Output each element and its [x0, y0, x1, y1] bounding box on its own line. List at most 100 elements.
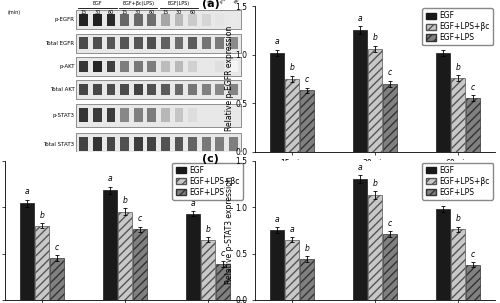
Bar — [174, 14, 184, 25]
Bar — [216, 61, 224, 72]
Bar — [106, 84, 116, 95]
Bar — [134, 137, 142, 151]
Text: c: c — [55, 243, 60, 252]
Text: Total AKT: Total AKT — [50, 87, 74, 92]
Text: c: c — [388, 219, 392, 228]
Text: 60: 60 — [108, 10, 114, 15]
Bar — [202, 84, 210, 95]
Bar — [148, 84, 156, 95]
Bar — [118, 212, 132, 300]
Text: 60: 60 — [190, 10, 196, 15]
Bar — [161, 108, 170, 122]
Bar — [120, 61, 129, 72]
Text: c: c — [220, 249, 225, 258]
Text: Total EGFR: Total EGFR — [46, 41, 74, 46]
Bar — [161, 137, 170, 151]
Bar — [202, 61, 210, 72]
Bar — [148, 61, 156, 72]
Bar — [120, 108, 129, 122]
Bar — [93, 84, 102, 95]
Bar — [201, 240, 214, 300]
Text: b: b — [304, 244, 310, 253]
Bar — [93, 61, 102, 72]
Text: Control: Control — [206, 0, 220, 5]
Bar — [174, 84, 184, 95]
Bar — [148, 14, 156, 25]
Bar — [50, 258, 64, 300]
Text: b: b — [290, 63, 294, 72]
Y-axis label: Relative p-STAT3 expression: Relative p-STAT3 expression — [225, 176, 234, 284]
Bar — [188, 14, 197, 25]
Bar — [134, 38, 142, 49]
Bar — [106, 38, 116, 49]
Bar — [229, 14, 238, 25]
Bar — [229, 61, 238, 72]
Bar — [300, 259, 314, 300]
Bar — [106, 137, 116, 151]
Bar — [93, 108, 102, 122]
Bar — [202, 38, 210, 49]
Bar — [134, 14, 142, 25]
Text: c: c — [470, 83, 475, 92]
Bar — [76, 80, 241, 99]
Bar — [270, 53, 284, 152]
Bar — [188, 38, 197, 49]
Text: a: a — [290, 225, 294, 234]
Bar — [106, 108, 116, 122]
Text: EGF(LPS): EGF(LPS) — [168, 1, 190, 6]
Bar — [134, 61, 142, 72]
Bar — [202, 108, 210, 122]
Bar — [383, 234, 396, 300]
Text: 30: 30 — [135, 10, 141, 15]
Bar — [120, 14, 129, 25]
Bar — [286, 240, 299, 300]
Bar — [216, 108, 224, 122]
Text: 60: 60 — [148, 10, 155, 15]
Text: a: a — [190, 198, 195, 208]
Text: a: a — [108, 174, 112, 183]
Bar — [106, 14, 116, 25]
Bar — [80, 108, 88, 122]
Bar — [451, 78, 464, 152]
Text: b: b — [372, 33, 378, 42]
Bar — [188, 108, 197, 122]
Bar — [436, 53, 450, 152]
Text: a: a — [275, 215, 280, 224]
Bar — [120, 84, 129, 95]
Bar — [76, 104, 241, 127]
Legend: EGF, EGF+LPS+βc, EGF+LPS: EGF, EGF+LPS+βc, EGF+LPS — [172, 163, 242, 200]
Text: 30: 30 — [176, 10, 182, 15]
Bar — [216, 137, 224, 151]
Bar — [436, 209, 450, 300]
Bar — [216, 84, 224, 95]
Bar — [80, 38, 88, 49]
Text: b: b — [372, 179, 378, 188]
Bar — [202, 14, 210, 25]
Text: p-STAT3: p-STAT3 — [52, 113, 74, 118]
Text: p-EGFR: p-EGFR — [54, 17, 74, 22]
Text: p-AKT: p-AKT — [59, 64, 74, 69]
Bar — [229, 38, 238, 49]
Text: c: c — [138, 214, 142, 223]
Text: a: a — [275, 37, 280, 46]
Text: EGF: EGF — [92, 1, 102, 6]
Bar — [229, 84, 238, 95]
Bar — [76, 133, 241, 156]
Bar — [93, 14, 102, 25]
Bar — [76, 10, 241, 29]
Bar — [286, 79, 299, 152]
Bar — [300, 90, 314, 152]
Bar — [161, 84, 170, 95]
Text: Total STAT3: Total STAT3 — [44, 142, 74, 147]
Bar — [161, 61, 170, 72]
Bar — [368, 195, 382, 300]
Bar — [80, 137, 88, 151]
Text: c: c — [470, 250, 475, 259]
Text: c: c — [388, 68, 392, 77]
Bar — [354, 179, 367, 300]
Bar — [466, 98, 479, 152]
Bar — [383, 84, 396, 152]
Bar — [368, 49, 382, 152]
Bar — [174, 38, 184, 49]
Text: PBS: PBS — [234, 0, 242, 5]
